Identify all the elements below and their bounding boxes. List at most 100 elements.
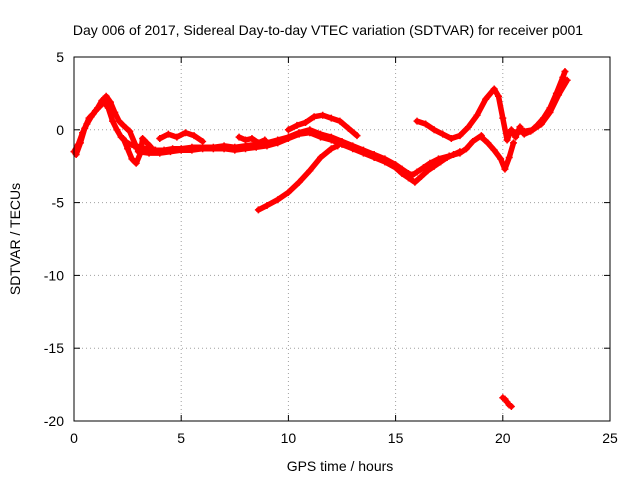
data-point: [404, 174, 412, 182]
plot-frame: [73, 56, 611, 422]
data-point: [456, 132, 464, 140]
data-point: [248, 135, 256, 143]
data-point: [469, 137, 477, 145]
series-track-11: [499, 394, 515, 410]
x-tick-label: 20: [495, 430, 511, 446]
x-axis-label: GPS time / hours: [287, 458, 394, 474]
data-point: [437, 158, 445, 166]
y-tick-label: 0: [56, 122, 64, 138]
data-point: [336, 117, 344, 125]
data-point: [501, 165, 509, 173]
data-point: [411, 178, 419, 186]
data-point: [381, 158, 389, 166]
data-point: [119, 121, 127, 129]
data-point: [462, 145, 470, 153]
data-point: [156, 135, 164, 143]
data-point: [220, 145, 228, 153]
data-point: [499, 114, 507, 122]
data-point: [503, 136, 511, 144]
data-point: [143, 139, 151, 147]
x-tick-label: 5: [177, 430, 185, 446]
data-point: [443, 153, 451, 161]
data-point: [98, 97, 106, 105]
data-point: [370, 153, 378, 161]
data-point: [235, 133, 243, 141]
y-tick-label: -15: [44, 340, 64, 356]
data-point: [561, 68, 569, 76]
x-tick-label: 15: [388, 430, 404, 446]
y-tick-label: -5: [52, 195, 65, 211]
data-point: [293, 121, 301, 129]
data-point: [359, 149, 367, 157]
series-line: [255, 143, 341, 213]
series-track-7: [284, 111, 361, 140]
data-point: [447, 135, 455, 143]
data-point: [126, 127, 134, 135]
data-point: [231, 146, 239, 154]
data-point: [477, 133, 485, 141]
data-point: [147, 143, 155, 151]
data-point: [284, 135, 292, 143]
data-point: [495, 92, 503, 100]
data-point: [507, 126, 515, 134]
data-point: [505, 153, 513, 161]
data-point: [106, 98, 114, 106]
x-tick-label: 25: [602, 430, 618, 446]
data-point: [128, 155, 136, 163]
y-axis-label: SDTVAR / TECUs: [7, 183, 23, 295]
data-point: [419, 164, 427, 172]
data-point: [139, 135, 147, 143]
data-point: [430, 162, 438, 170]
series-track-9: [477, 133, 518, 173]
data-point: [497, 155, 505, 163]
series-track-8: [413, 68, 569, 144]
data-point: [473, 111, 481, 119]
data-point: [546, 108, 554, 116]
data-point: [94, 104, 102, 112]
grid-lines: [74, 57, 610, 421]
data-point: [164, 130, 172, 138]
data-point: [344, 124, 352, 132]
x-tick-label: 10: [281, 430, 297, 446]
data-point: [295, 178, 303, 186]
data-point: [392, 164, 400, 172]
data-point: [254, 139, 262, 147]
data-point: [263, 202, 271, 210]
data-point: [512, 129, 520, 137]
data-point: [413, 117, 421, 125]
data-point: [409, 171, 417, 179]
data-point: [181, 129, 189, 137]
data-point: [173, 133, 181, 141]
data-point: [529, 126, 537, 134]
data-point: [76, 139, 84, 147]
data-point: [422, 120, 430, 128]
data-point: [284, 126, 292, 134]
data-point: [464, 123, 472, 131]
data-point: [510, 139, 518, 147]
data-point: [132, 159, 140, 167]
y-tick-label: 5: [56, 49, 64, 65]
data-point: [424, 167, 432, 175]
data-point: [263, 142, 271, 150]
data-point: [113, 126, 121, 134]
data-point: [426, 159, 434, 167]
series-track-6: [254, 142, 342, 214]
data-point: [242, 136, 250, 144]
data-point: [559, 73, 567, 81]
data-point: [242, 145, 250, 153]
data-point: [398, 169, 406, 177]
data-point: [261, 136, 269, 144]
chart-title: Day 006 of 2017, Sidereal Day-to-day VTE…: [73, 22, 583, 38]
data-point: [349, 145, 357, 153]
data-point: [302, 119, 310, 127]
data-point: [209, 145, 217, 153]
series-track-10: [512, 76, 571, 137]
data-point: [490, 146, 498, 154]
data-point: [430, 126, 438, 134]
data-point: [327, 136, 335, 144]
data-point: [310, 113, 318, 121]
data-point: [317, 133, 325, 141]
data-point: [199, 145, 207, 153]
data-point: [306, 129, 314, 137]
